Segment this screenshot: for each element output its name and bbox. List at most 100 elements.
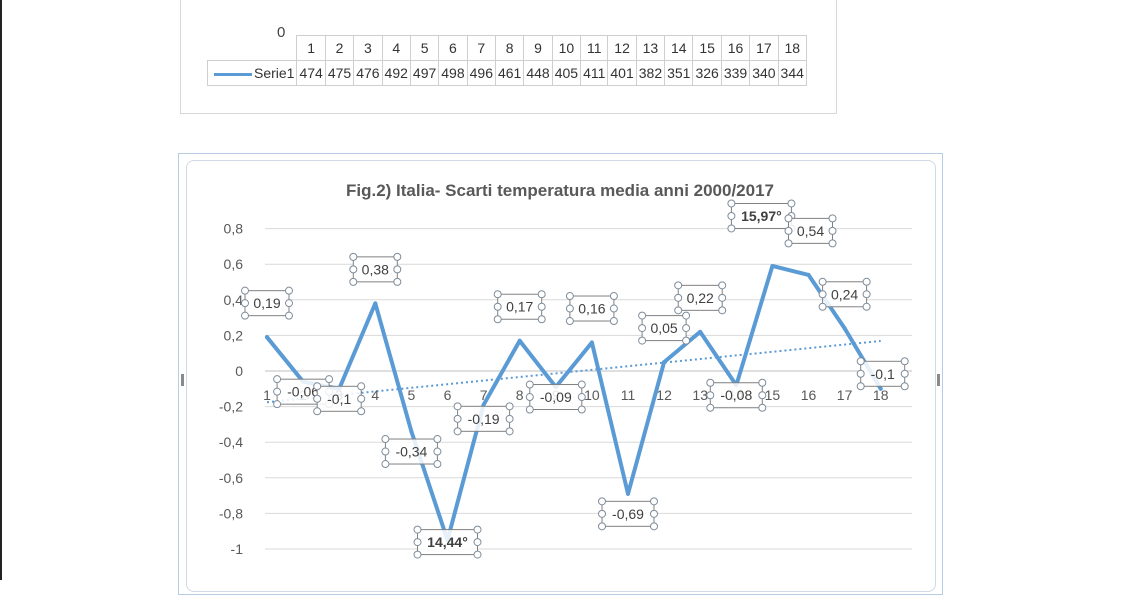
table-row: Serie1 474 475 476 492 497 498 496 461 448 405 411… (206, 60, 807, 86)
data-label: -0,09 (540, 389, 572, 405)
data-table: 1 2 3 4 5 6 7 8 9 10 11 12 13 14 15 16 17 18 Serie1 474 47… (206, 35, 807, 86)
table-header-cell: 11 (580, 35, 609, 61)
data-label: 0,05 (650, 320, 677, 336)
selection-handle (241, 311, 249, 320)
selection-handle (598, 522, 606, 531)
selection-handle (285, 311, 293, 320)
selection-handle (862, 277, 871, 286)
selection-handle (393, 252, 402, 261)
selection-handle (828, 239, 837, 248)
selection-handle (650, 509, 658, 518)
x-tick-label: 13 (692, 387, 708, 403)
selection-handle (577, 393, 586, 402)
selection-handle (285, 286, 293, 295)
data-label: 0,17 (506, 299, 533, 315)
selection-handle (718, 293, 727, 302)
table-header-row: 1 2 3 4 5 6 7 8 9 10 11 12 13 14 15 16 17 18 (208, 35, 807, 61)
selection-handle (273, 387, 282, 396)
selection-handle (349, 265, 358, 274)
y-tick-label: -0,8 (219, 505, 243, 521)
selection-handle (525, 405, 534, 414)
selection-handle (900, 369, 909, 378)
data-label: -0,69 (612, 506, 644, 522)
table-cell: 405 (551, 60, 582, 86)
y-tick-label: 0,6 (224, 256, 244, 272)
selection-handle (758, 403, 767, 412)
selection-handle (493, 315, 502, 324)
table-cell: 411 (580, 60, 609, 86)
selection-handle (818, 302, 827, 311)
x-tick-label: 5 (408, 387, 416, 403)
data-label: -0,19 (468, 411, 500, 427)
x-tick-label: 6 (444, 387, 452, 403)
selection-handle (525, 380, 534, 389)
data-label: 0,24 (831, 286, 858, 302)
selection-handle (413, 550, 422, 559)
selection-handle (784, 214, 793, 223)
series-line (265, 263, 883, 543)
x-tick-label: 12 (656, 387, 672, 403)
selection-handle (784, 226, 793, 235)
selection-handle (493, 290, 502, 299)
selection-handle (650, 497, 658, 506)
selection-handle (638, 311, 647, 320)
selection-handle (758, 391, 767, 400)
data-label-box (730, 202, 792, 229)
selection-handle (537, 290, 546, 299)
data-point (409, 429, 414, 434)
table-header-cell: 5 (409, 35, 440, 61)
selection-handle (577, 405, 586, 414)
selection-handle (706, 403, 715, 412)
selection-handle (505, 427, 514, 436)
data-point (265, 335, 269, 340)
selection-handle (862, 302, 871, 311)
frame-resize-handle (937, 374, 940, 386)
selection-handle (313, 394, 322, 403)
selection-handle (856, 382, 865, 391)
y-tick-label: -1 (231, 541, 244, 557)
selection-handle (674, 306, 683, 315)
selection-handle (453, 414, 462, 423)
selection-handle (433, 435, 442, 444)
table-cell: 461 (494, 60, 525, 86)
data-point (698, 329, 703, 334)
selection-handle (393, 265, 402, 274)
selection-handle (413, 538, 422, 547)
selection-handle (787, 199, 796, 208)
y-tick-label: 0 (235, 363, 243, 379)
selection-handle (273, 375, 282, 384)
selection-handle (706, 391, 715, 400)
data-label: 15,97° (741, 208, 782, 224)
chart-svg: Fig.2) Italia- Scarti temperatura media … (181, 181, 940, 580)
x-tick-label: 7 (480, 387, 488, 403)
selection-handle (674, 281, 683, 290)
data-label: 0,22 (687, 290, 714, 306)
data-point (373, 301, 378, 306)
selection-handle (433, 460, 442, 469)
series-name: Serie1 (254, 65, 295, 81)
selection-handle (650, 522, 658, 531)
table-cell: 474 (296, 60, 326, 86)
x-tick-label: 15 (765, 387, 781, 403)
selection-handle (577, 380, 586, 389)
data-label: 0,38 (362, 261, 389, 277)
selection-handle (682, 324, 691, 333)
selection-handle (718, 306, 727, 315)
selection-handle (565, 317, 574, 326)
selection-handle (682, 336, 691, 345)
selection-handle (900, 357, 909, 366)
table-header-cell: 13 (635, 35, 666, 61)
x-tick-label: 4 (371, 387, 379, 403)
selection-handle (638, 324, 647, 333)
selection-handle (856, 369, 865, 378)
selection-handle (525, 393, 534, 402)
x-tick-label: 18 (873, 387, 889, 403)
data-label: -0,1 (871, 366, 895, 382)
selection-handle (706, 378, 715, 387)
selection-handle (241, 299, 249, 308)
data-label-box (417, 529, 478, 556)
data-label: 0,16 (578, 301, 605, 317)
selection-handle (609, 304, 618, 313)
table-cell: 401 (607, 60, 637, 86)
data-point (589, 340, 594, 345)
